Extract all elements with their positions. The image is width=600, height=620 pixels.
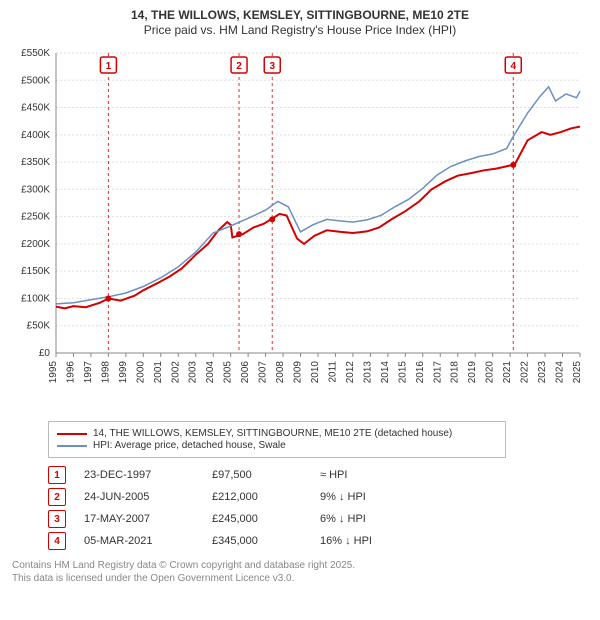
svg-text:2010: 2010 — [310, 361, 321, 384]
event-row: 4 05-MAR-2021 £345,000 16% ↓ HPI — [48, 530, 592, 552]
event-date: 24-JUN-2005 — [84, 491, 194, 503]
svg-text:2017: 2017 — [432, 361, 443, 384]
svg-text:1998: 1998 — [100, 361, 111, 384]
price-chart: £0 £50K £100K £150K £200K £250K £300K £350K £400… — [8, 43, 592, 413]
svg-text:2005: 2005 — [223, 361, 234, 384]
svg-text:£550K: £550K — [21, 48, 50, 59]
svg-text:2016: 2016 — [415, 361, 426, 384]
events-table: 1 23-DEC-1997 £97,500 ≈ HPI 2 24-JUN-2005 £212… — [48, 464, 592, 552]
event-price: £245,000 — [212, 513, 302, 525]
svg-text:2022: 2022 — [520, 361, 531, 384]
svg-text:2011: 2011 — [327, 361, 338, 383]
event-row: 3 17-MAY-2007 £245,000 6% ↓ HPI — [48, 508, 592, 530]
svg-text:2012: 2012 — [345, 361, 356, 384]
svg-text:2023: 2023 — [537, 361, 548, 384]
svg-text:2002: 2002 — [170, 361, 181, 384]
svg-text:2024: 2024 — [555, 361, 566, 384]
svg-text:1999: 1999 — [118, 361, 129, 384]
svg-text:2013: 2013 — [362, 361, 373, 384]
legend-swatch-blue — [57, 445, 87, 447]
event-note: 6% ↓ HPI — [320, 513, 366, 525]
svg-text:2006: 2006 — [240, 361, 251, 384]
footer: Contains HM Land Registry data © Crown c… — [12, 560, 592, 585]
svg-text:1: 1 — [106, 61, 112, 72]
event-marker-box: 1 — [48, 466, 66, 484]
svg-text:£100K: £100K — [21, 293, 50, 304]
svg-text:2008: 2008 — [275, 361, 286, 384]
event-marker-box: 3 — [48, 510, 66, 528]
svg-text:1997: 1997 — [83, 361, 94, 384]
svg-text:2014: 2014 — [380, 361, 391, 384]
legend-row-red: 14, THE WILLOWS, KEMSLEY, SITTINGBOURNE,… — [57, 428, 497, 439]
svg-text:2000: 2000 — [135, 361, 146, 384]
legend-row-blue: HPI: Average price, detached house, Swal… — [57, 440, 497, 451]
event-row: 2 24-JUN-2005 £212,000 9% ↓ HPI — [48, 486, 592, 508]
svg-text:4: 4 — [510, 61, 516, 72]
page-title: 14, THE WILLOWS, KEMSLEY, SITTINGBOURNE,… — [8, 8, 592, 22]
event-price: £212,000 — [212, 491, 302, 503]
svg-text:2003: 2003 — [188, 361, 199, 384]
svg-text:£200K: £200K — [21, 239, 50, 250]
svg-text:2004: 2004 — [205, 361, 216, 384]
svg-text:2: 2 — [236, 61, 242, 72]
event-note: 9% ↓ HPI — [320, 491, 366, 503]
event-marker-box: 4 — [48, 532, 66, 550]
svg-text:2021: 2021 — [502, 361, 513, 384]
svg-text:2020: 2020 — [485, 361, 496, 384]
svg-text:£350K: £350K — [21, 157, 50, 168]
event-note: ≈ HPI — [320, 469, 347, 481]
svg-text:2009: 2009 — [293, 361, 304, 384]
legend-label-red: 14, THE WILLOWS, KEMSLEY, SITTINGBOURNE,… — [93, 428, 452, 439]
event-note: 16% ↓ HPI — [320, 535, 372, 547]
svg-text:2007: 2007 — [258, 361, 269, 384]
svg-text:1995: 1995 — [48, 361, 59, 384]
svg-text:£50K: £50K — [27, 321, 51, 332]
svg-text:£450K: £450K — [21, 103, 50, 114]
svg-text:2019: 2019 — [467, 361, 478, 384]
event-date: 23-DEC-1997 — [84, 469, 194, 481]
svg-text:2025: 2025 — [572, 361, 583, 384]
legend: 14, THE WILLOWS, KEMSLEY, SITTINGBOURNE,… — [48, 421, 506, 458]
event-date: 05-MAR-2021 — [84, 535, 194, 547]
svg-text:2015: 2015 — [397, 361, 408, 384]
svg-text:£150K: £150K — [21, 266, 50, 277]
footer-line1: Contains HM Land Registry data © Crown c… — [12, 560, 592, 573]
svg-text:2018: 2018 — [450, 361, 461, 384]
svg-text:£0: £0 — [39, 348, 51, 359]
event-marker-box: 2 — [48, 488, 66, 506]
svg-text:£400K: £400K — [21, 130, 50, 141]
svg-text:2001: 2001 — [153, 361, 164, 384]
svg-text:3: 3 — [269, 61, 275, 72]
svg-text:£250K: £250K — [21, 212, 50, 223]
event-date: 17-MAY-2007 — [84, 513, 194, 525]
svg-text:£300K: £300K — [21, 184, 50, 195]
legend-swatch-red — [57, 433, 87, 435]
legend-label-blue: HPI: Average price, detached house, Swal… — [93, 440, 286, 451]
chart-svg: £0 £50K £100K £150K £200K £250K £300K £350K £400… — [8, 43, 592, 413]
page-subtitle: Price paid vs. HM Land Registry's House … — [8, 23, 592, 37]
event-price: £345,000 — [212, 535, 302, 547]
svg-text:1996: 1996 — [65, 361, 76, 384]
event-row: 1 23-DEC-1997 £97,500 ≈ HPI — [48, 464, 592, 486]
event-price: £97,500 — [212, 469, 302, 481]
svg-text:£500K: £500K — [21, 75, 50, 86]
footer-line2: This data is licensed under the Open Gov… — [12, 573, 592, 586]
